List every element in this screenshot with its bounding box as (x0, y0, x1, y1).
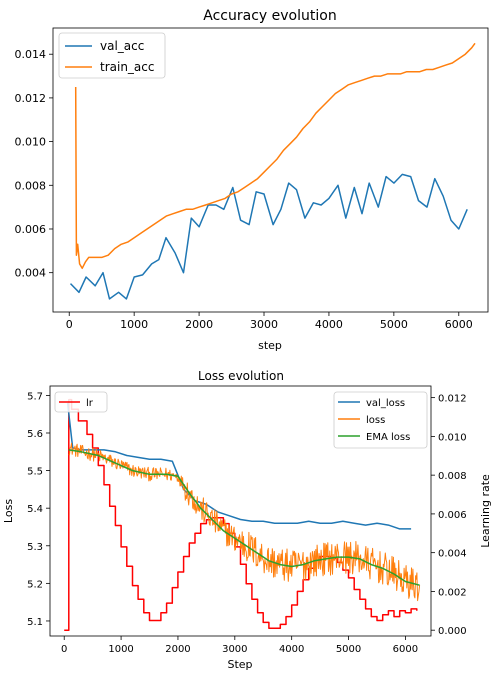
x-tick-label: 1000 (108, 644, 133, 655)
y-tick-label: 5.1 (27, 617, 43, 628)
y-tick-label: 5.2 (27, 579, 43, 590)
series-line-loss (68, 442, 421, 602)
x-axis: 0 1000 2000 3000 4000 5000 6000 (61, 636, 418, 655)
x-tick-label: 1000 (120, 318, 148, 331)
y-tick-label: 5.4 (27, 504, 43, 515)
legend-label-lr: lr (86, 398, 94, 409)
legend-box (333, 391, 428, 449)
y2-tick-label: 0.008 (438, 471, 467, 482)
y-tick-label: 0.006 (15, 223, 47, 236)
axes-frame (52, 27, 489, 313)
y-tick-label: 0.004 (15, 267, 47, 280)
legend-label-loss: loss (366, 415, 385, 426)
x-tick-label: 5000 (336, 644, 361, 655)
legend: val_acc train_acc (58, 32, 166, 79)
x-tick-label: 0 (61, 644, 67, 655)
y-axis-right-label: Learning rate (479, 474, 492, 548)
x-tick-label: 2000 (185, 318, 213, 331)
y-axis-label: Loss (2, 499, 15, 523)
x-tick-label: 3000 (222, 644, 247, 655)
chart-title: Loss evolution (198, 369, 284, 383)
loss-chart: Loss evolution 0 1000 2000 3000 4000 5000 6000… (2, 369, 492, 671)
series-line-ema-loss (68, 449, 420, 586)
y-tick-label: 0.014 (15, 48, 47, 61)
y2-tick-label: 0.012 (438, 394, 467, 405)
legend-box (54, 391, 108, 413)
y-axis: 0.004 0.006 0.008 0.010 0.012 0.014 (15, 48, 53, 280)
y-tick-label: 5.6 (27, 429, 43, 440)
x-axis-label: Step (227, 658, 252, 671)
series-line-val-acc (69, 173, 468, 300)
x-tick-label: 6000 (445, 318, 473, 331)
y2-tick-label: 0.002 (438, 587, 467, 598)
y-tick-label: 5.5 (27, 467, 43, 478)
legend-left: lr (54, 391, 108, 413)
x-tick-label: 6000 (393, 644, 418, 655)
legend-label-val-loss: val_loss (366, 398, 405, 409)
x-tick-label: 0 (66, 318, 73, 331)
y2-tick-label: 0.000 (438, 626, 467, 637)
axes-frame (49, 385, 432, 637)
x-tick-label: 3000 (250, 318, 278, 331)
y2-tick-label: 0.004 (438, 549, 467, 560)
x-tick-label: 4000 (315, 318, 343, 331)
plot-area (69, 42, 476, 300)
series-line-val-loss (66, 402, 412, 530)
y-tick-label: 0.012 (15, 92, 47, 105)
y-tick-label: 5.3 (27, 542, 43, 553)
x-tick-label: 5000 (380, 318, 408, 331)
x-tick-label: 2000 (165, 644, 190, 655)
x-tick-label: 4000 (279, 644, 304, 655)
x-axis: 0 1000 2000 3000 4000 5000 6000 (66, 312, 473, 331)
series-line-train-acc (74, 42, 476, 270)
y-axis-left: 5.1 5.2 5.3 5.4 5.5 5.6 5.7 (27, 391, 50, 628)
legend-label-train-acc: train_acc (100, 60, 154, 74)
legend-right: val_loss loss EMA loss (333, 391, 428, 449)
y2-tick-label: 0.010 (438, 432, 467, 443)
x-axis-label: step (258, 339, 282, 352)
legend-label-val-acc: val_acc (100, 39, 144, 53)
y2-tick-label: 0.006 (438, 510, 467, 521)
chart-title: Accuracy evolution (203, 8, 336, 24)
y-tick-label: 0.008 (15, 179, 47, 192)
accuracy-chart: Accuracy evolution 0 1000 2000 3000 4000 5000… (15, 8, 489, 352)
y-axis-right: 0.000 0.002 0.004 0.006 0.008 0.010 0.012 (431, 394, 467, 637)
legend-label-ema-loss: EMA loss (366, 432, 410, 443)
y-tick-label: 0.010 (15, 136, 47, 149)
plot-area (64, 398, 421, 631)
y-tick-label: 5.7 (27, 391, 43, 402)
series-line-lr (64, 398, 418, 631)
